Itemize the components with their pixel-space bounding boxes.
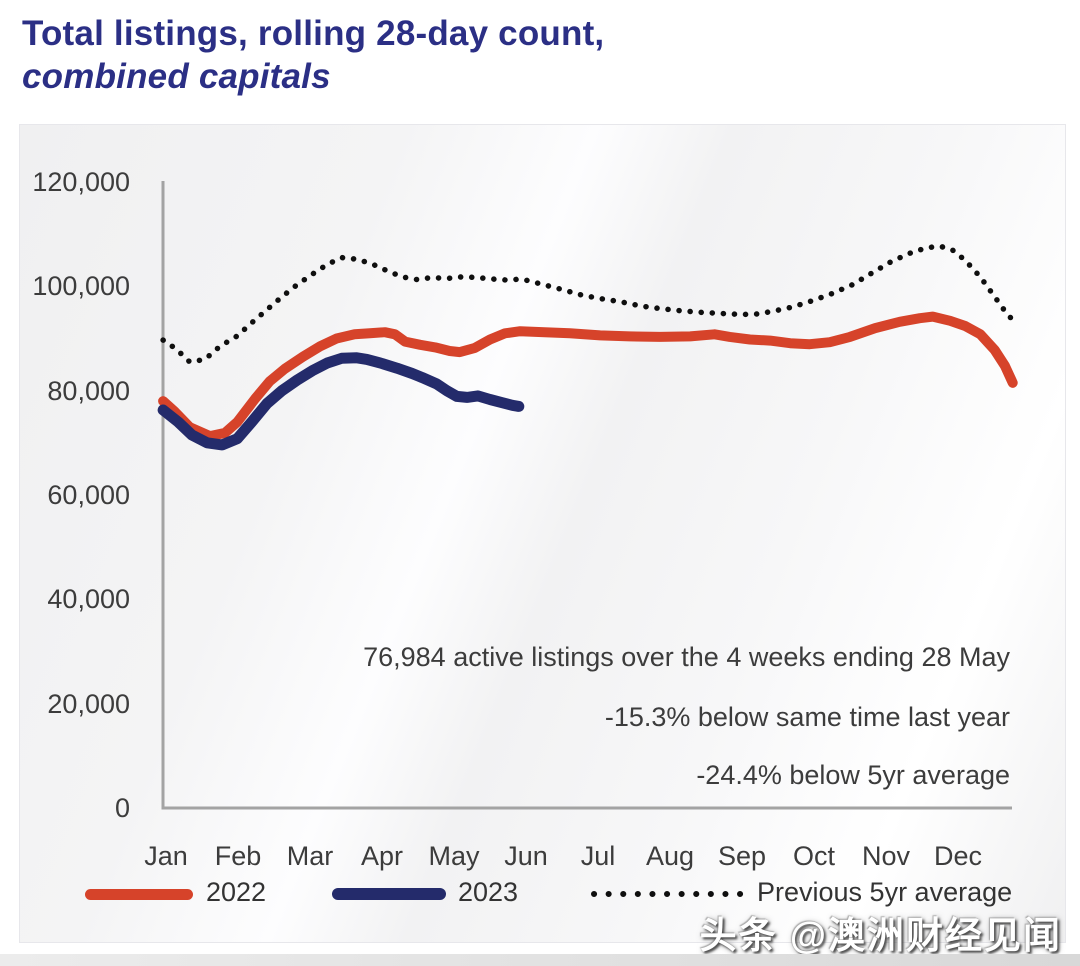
page-title-line1: Total listings, rolling 28-day count, [22,14,605,53]
x-label-apr: Apr [360,841,404,871]
x-label-nov: Nov [861,841,911,871]
x-label-oct: Oct [792,841,836,871]
y-tick-60000: 60,000 [47,480,130,510]
y-tick-20000: 20,000 [47,688,130,719]
y-tick-40000: 40,000 [47,584,130,615]
x-label-jan: Jan [144,841,188,871]
legend-swatch-2022 [85,889,193,900]
annotation-active-listings: 76,984 active listings over the 4 weeks … [363,642,1010,672]
x-label-feb: Feb [214,841,262,871]
y-tick-120000: 120,000 [32,167,130,197]
y-axis-tick-labels: 120,000 100,000 80,000 60,000 40,000 20,000 0 [0,0,130,966]
x-label-mar: Mar [286,841,334,871]
annotation-vs-5yr-average: -24.4% below 5yr average [696,760,1010,790]
watermark-text: 头条 @澳洲财经见闻 [699,915,1062,956]
x-label-jun: Jun [504,841,548,871]
legend-swatch-dotted-average [591,891,745,897]
annotation-vs-last-year: -15.3% below same time last year [604,702,1010,732]
page-title: Total listings, rolling 28-day count, co… [22,12,604,98]
legend-label-2023: 2023 [458,877,519,907]
x-label-sep: Sep [717,841,767,871]
legend-swatch-2023 [332,888,446,900]
y-tick-100000: 100,000 [32,271,130,302]
x-label-may: May [428,841,480,871]
page-title-line2: combined capitals [22,57,331,96]
x-label-jul: Jul [580,841,616,871]
legend-label-previous-5yr-average: Previous 5yr average [757,877,1013,907]
x-label-dec: Dec [933,841,983,871]
legend-label-2022: 2022 [206,877,267,907]
x-label-aug: Aug [645,841,695,871]
y-tick-80000: 80,000 [47,375,130,406]
y-tick-0: 0 [114,793,130,823]
bottom-strip [0,954,1080,966]
